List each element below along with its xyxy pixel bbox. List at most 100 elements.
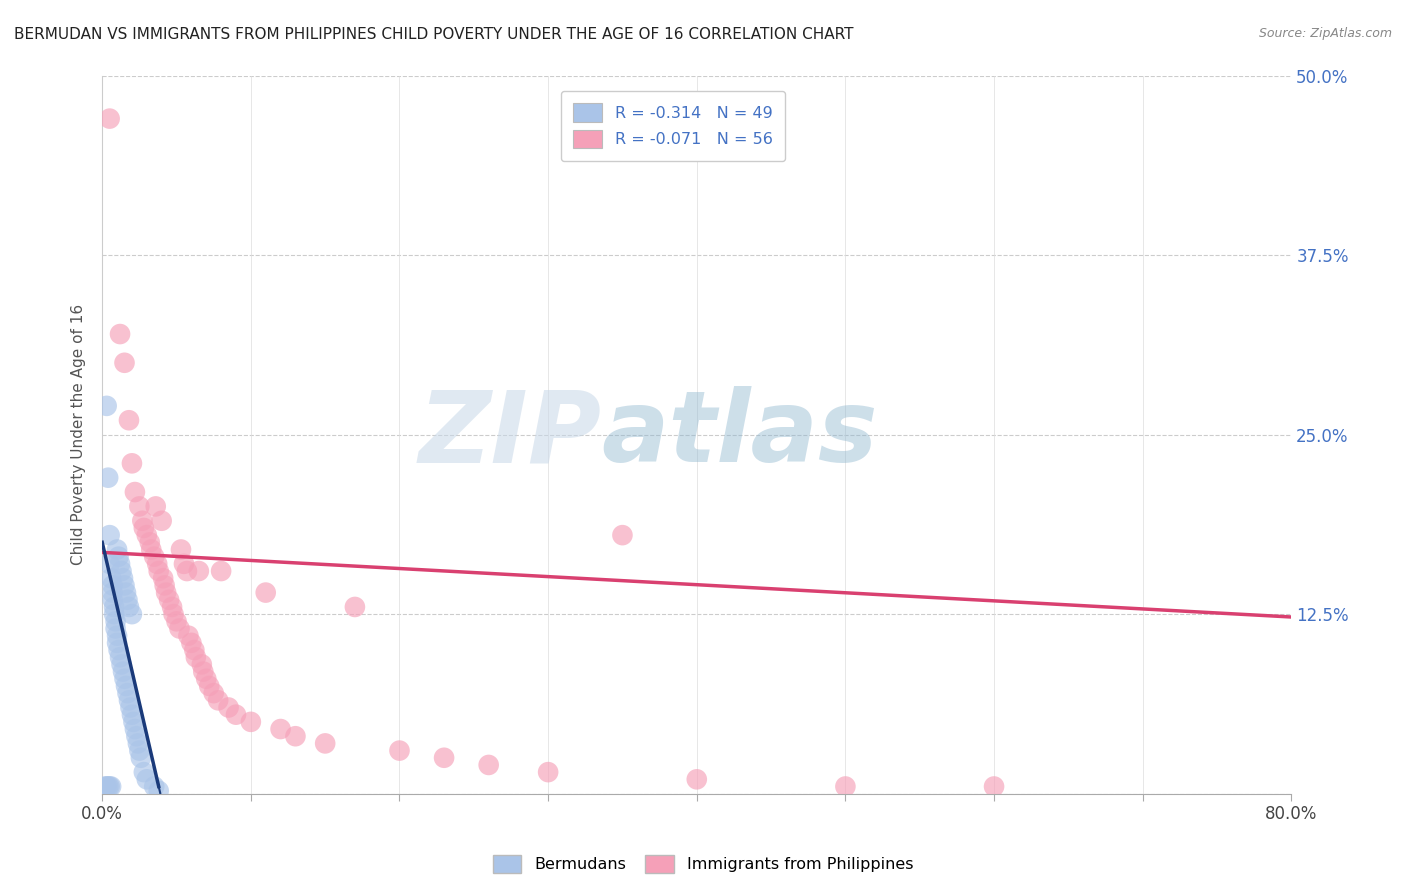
Point xyxy=(115,585,138,599)
Point xyxy=(170,542,193,557)
Point xyxy=(176,564,198,578)
Point xyxy=(148,784,170,798)
Text: ZIP: ZIP xyxy=(419,386,602,483)
Point xyxy=(108,557,131,571)
Point xyxy=(120,700,142,714)
Point xyxy=(478,758,501,772)
Legend: R = -0.314   N = 49, R = -0.071   N = 56: R = -0.314 N = 49, R = -0.071 N = 56 xyxy=(561,91,786,161)
Point xyxy=(198,679,221,693)
Point xyxy=(121,456,143,470)
Point xyxy=(121,607,143,621)
Point xyxy=(108,650,131,665)
Y-axis label: Child Poverty Under the Age of 16: Child Poverty Under the Age of 16 xyxy=(72,304,86,566)
Point xyxy=(314,736,336,750)
Point xyxy=(101,592,124,607)
Point xyxy=(177,629,200,643)
Point xyxy=(209,564,232,578)
Point xyxy=(118,413,141,427)
Point xyxy=(983,780,1005,794)
Point xyxy=(111,665,134,679)
Point xyxy=(114,578,136,592)
Point xyxy=(105,636,128,650)
Point xyxy=(121,707,143,722)
Point xyxy=(173,557,195,571)
Point xyxy=(114,356,136,370)
Point xyxy=(180,636,202,650)
Point xyxy=(225,707,247,722)
Point xyxy=(128,743,150,757)
Point xyxy=(129,751,152,765)
Point xyxy=(117,686,139,700)
Point xyxy=(184,650,207,665)
Point xyxy=(270,722,292,736)
Point xyxy=(104,615,127,629)
Point xyxy=(146,557,169,571)
Point xyxy=(148,564,170,578)
Point xyxy=(101,578,124,592)
Point xyxy=(111,571,134,585)
Point xyxy=(145,500,167,514)
Text: Source: ZipAtlas.com: Source: ZipAtlas.com xyxy=(1258,27,1392,40)
Point xyxy=(218,700,240,714)
Text: BERMUDAN VS IMMIGRANTS FROM PHILIPPINES CHILD POVERTY UNDER THE AGE OF 16 CORREL: BERMUDAN VS IMMIGRANTS FROM PHILIPPINES … xyxy=(14,27,853,42)
Point xyxy=(118,693,141,707)
Point xyxy=(162,607,184,621)
Point xyxy=(433,751,456,765)
Point xyxy=(141,542,163,557)
Point xyxy=(254,585,277,599)
Point xyxy=(98,780,121,794)
Point xyxy=(127,736,149,750)
Point xyxy=(155,585,177,599)
Point xyxy=(122,714,145,729)
Point xyxy=(97,780,120,794)
Point xyxy=(166,615,188,629)
Point xyxy=(96,780,118,794)
Point xyxy=(191,657,214,672)
Point xyxy=(104,622,127,636)
Point xyxy=(107,549,129,564)
Point xyxy=(103,599,125,614)
Point xyxy=(169,622,191,636)
Point xyxy=(143,549,166,564)
Point xyxy=(114,672,136,686)
Point xyxy=(110,657,132,672)
Point xyxy=(183,643,205,657)
Point xyxy=(388,743,411,757)
Point xyxy=(96,399,118,413)
Point xyxy=(98,112,121,126)
Point xyxy=(153,578,176,592)
Point xyxy=(97,471,120,485)
Point xyxy=(118,599,141,614)
Point xyxy=(135,528,157,542)
Point xyxy=(135,772,157,787)
Point xyxy=(139,535,162,549)
Point xyxy=(132,521,155,535)
Point xyxy=(834,780,856,794)
Point xyxy=(105,629,128,643)
Point xyxy=(537,765,560,780)
Point xyxy=(612,528,634,542)
Point xyxy=(143,780,166,794)
Point xyxy=(100,571,122,585)
Point xyxy=(100,780,122,794)
Point xyxy=(128,500,150,514)
Point xyxy=(98,557,121,571)
Point xyxy=(157,592,180,607)
Legend: Bermudans, Immigrants from Philippines: Bermudans, Immigrants from Philippines xyxy=(486,848,920,880)
Point xyxy=(284,729,307,743)
Point xyxy=(132,765,155,780)
Point xyxy=(187,564,209,578)
Point xyxy=(103,607,125,621)
Point xyxy=(125,729,148,743)
Point xyxy=(98,528,121,542)
Point xyxy=(150,514,173,528)
Point xyxy=(94,780,117,794)
Point xyxy=(110,564,132,578)
Point xyxy=(108,327,131,342)
Point xyxy=(117,592,139,607)
Point xyxy=(107,643,129,657)
Point xyxy=(343,599,366,614)
Text: atlas: atlas xyxy=(602,386,879,483)
Point xyxy=(239,714,262,729)
Point xyxy=(124,722,146,736)
